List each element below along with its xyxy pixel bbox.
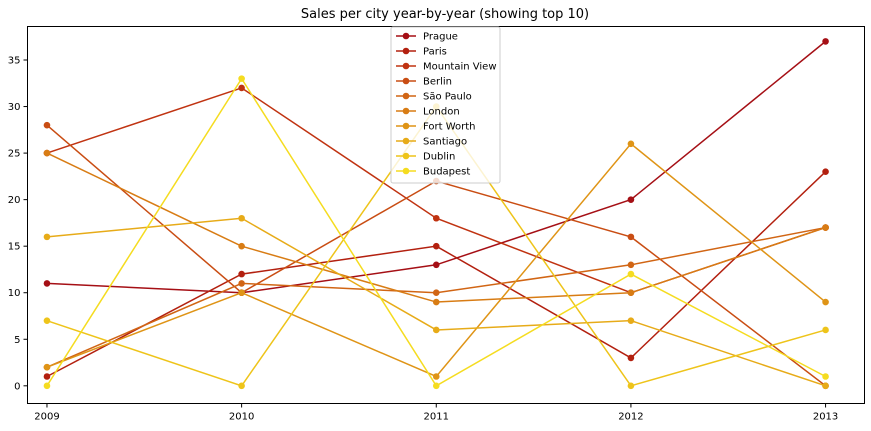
data-point <box>43 317 51 324</box>
data-point <box>43 233 51 241</box>
data-point <box>627 317 635 324</box>
legend-marker <box>402 47 410 55</box>
legend-box <box>390 26 501 184</box>
data-point <box>238 280 245 287</box>
legend-label: Prague <box>423 32 458 43</box>
legend-marker <box>402 92 410 100</box>
data-point <box>822 326 829 334</box>
data-point <box>432 214 440 222</box>
legend-marker <box>402 62 410 70</box>
legend-marker <box>402 137 410 145</box>
data-point <box>238 382 245 390</box>
x-tick-label: 2009 <box>34 412 59 423</box>
data-point <box>432 326 440 334</box>
data-point <box>238 214 245 222</box>
data-point <box>238 289 245 297</box>
legend-marker <box>402 107 410 115</box>
data-point <box>822 168 829 176</box>
data-point <box>43 280 51 287</box>
y-tick-label: 15 <box>8 242 21 253</box>
legend-item: Dublin <box>396 152 455 163</box>
data-point <box>432 261 440 269</box>
data-point <box>627 140 635 148</box>
y-tick-label: 25 <box>8 149 21 160</box>
legend-label: Mountain View <box>423 62 497 73</box>
data-point <box>43 382 51 390</box>
legend-marker <box>402 77 410 85</box>
legend-label: Berlin <box>423 77 452 88</box>
legend-item: São Paulo <box>396 92 472 103</box>
x-tick-label: 2013 <box>813 412 838 423</box>
legend-item: Budapest <box>396 167 470 178</box>
data-point <box>432 382 440 390</box>
data-point <box>627 289 635 297</box>
series-budapest <box>43 75 829 390</box>
series-london <box>43 149 829 306</box>
y-tick-label: 20 <box>8 195 21 206</box>
data-point <box>432 242 440 250</box>
x-tick-label: 2010 <box>229 412 254 423</box>
data-point <box>238 75 245 82</box>
x-tick-label: 2012 <box>618 412 643 423</box>
data-point <box>238 242 245 250</box>
series-fort-worth <box>43 140 829 380</box>
data-point <box>822 224 829 231</box>
legend-item: Prague <box>396 32 458 43</box>
data-point <box>627 261 635 269</box>
series-paris <box>43 168 829 380</box>
legend-marker <box>402 32 410 40</box>
series-lines <box>43 38 829 390</box>
legend-item: Mountain View <box>396 62 497 73</box>
data-point <box>627 196 635 203</box>
data-point <box>432 298 440 306</box>
data-point <box>627 382 635 390</box>
legend-label: London <box>423 107 460 118</box>
data-point <box>43 363 51 371</box>
chart-title: Sales per city year-by-year (showing top… <box>301 7 589 22</box>
data-point <box>822 38 829 45</box>
series-santiago <box>43 214 829 390</box>
y-tick-label: 5 <box>14 335 20 346</box>
legend-marker <box>402 167 410 175</box>
legend-marker <box>402 122 410 130</box>
y-tick-label: 10 <box>8 288 21 299</box>
data-point <box>43 121 51 129</box>
legend-label: Fort Worth <box>423 122 476 133</box>
data-point <box>627 233 635 241</box>
data-point <box>822 373 829 380</box>
legend-marker <box>402 152 410 160</box>
legend-item: Paris <box>396 47 447 58</box>
legend-item: London <box>396 107 460 118</box>
data-point <box>822 382 829 390</box>
x-tick-label: 2011 <box>424 412 449 423</box>
legend: Prague Paris Mountain View Berlin São Paulo L… <box>390 26 501 184</box>
y-tick-label: 0 <box>14 381 20 392</box>
data-point <box>238 270 245 278</box>
legend-label: Paris <box>423 47 447 58</box>
legend-item: Fort Worth <box>396 122 476 133</box>
y-tick-label: 35 <box>8 56 21 67</box>
legend-label: Budapest <box>423 167 470 178</box>
y-tick-label: 30 <box>8 102 21 113</box>
data-point <box>627 354 635 362</box>
data-point <box>822 298 829 306</box>
data-point <box>238 84 245 92</box>
legend-label: São Paulo <box>423 92 472 103</box>
data-point <box>43 373 51 380</box>
data-point <box>432 373 440 380</box>
legend-label: Dublin <box>423 152 455 163</box>
legend-label: Santiago <box>423 137 467 148</box>
legend-item: Santiago <box>396 137 467 148</box>
legend-item: Berlin <box>396 77 452 88</box>
data-point <box>432 289 440 297</box>
data-point <box>627 270 635 278</box>
data-point <box>43 149 51 157</box>
